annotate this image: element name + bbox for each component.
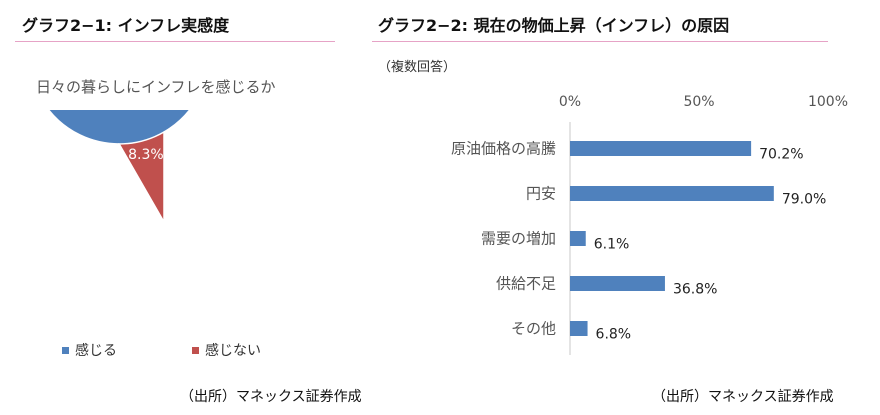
bar xyxy=(570,321,588,336)
bar-value-label: 70.2% xyxy=(759,147,803,163)
category-label: 需要の増加 xyxy=(481,230,556,248)
legend-swatch-no xyxy=(192,346,199,354)
pie-legend-item-yes: 感じる xyxy=(62,340,117,360)
pie-slice-label: 8.3% xyxy=(128,147,164,163)
bar xyxy=(570,276,665,291)
pie-panel-title: グラフ2−1: インフレ実感度 xyxy=(22,16,230,35)
bar-value-label: 6.8% xyxy=(596,327,632,343)
category-label: その他 xyxy=(511,320,556,338)
bar-value-label: 6.1% xyxy=(594,237,630,253)
legend-label-no: 感じない xyxy=(205,343,261,359)
pie-chart-title: 日々の暮らしにインフレを感じるか xyxy=(36,78,276,96)
bar-title-underline xyxy=(372,41,828,42)
pie-chart: 91.7% 8.3% xyxy=(47,110,253,292)
bar-panel-title: グラフ2−2: 現在の物価上昇（インフレ）の原因 xyxy=(378,16,730,35)
pie-slice-label: 91.7% xyxy=(208,276,252,292)
pie-legend-item-no: 感じない xyxy=(192,340,261,360)
category-label: 原油価格の高騰 xyxy=(451,140,556,158)
legend-swatch-yes xyxy=(62,346,69,354)
pie-source-note: （出所）マネックス証券作成 xyxy=(180,389,362,405)
multiple-answers-note: （複数回答） xyxy=(378,60,457,75)
pie-slice xyxy=(47,110,191,225)
x-tick-label: 0% xyxy=(559,94,581,110)
pie-title-underline xyxy=(15,41,335,42)
bar xyxy=(570,141,752,156)
bar-value-label: 79.0% xyxy=(782,192,826,208)
bar xyxy=(570,186,774,201)
bar-source-note: （出所）マネックス証券作成 xyxy=(652,389,834,405)
category-label: 円安 xyxy=(526,185,556,203)
category-label: 供給不足 xyxy=(496,275,556,293)
pie-slice xyxy=(117,130,165,225)
bar xyxy=(570,231,586,246)
legend-label-yes: 感じる xyxy=(75,343,117,359)
x-tick-label: 100% xyxy=(808,94,848,110)
x-tick-label: 50% xyxy=(683,94,714,110)
bar-chart: 0% 50% 100% 原油価格の高騰 70.2% 円安 79.0% 需要の増加 6.1% 供給不… xyxy=(451,94,848,355)
bar-value-label: 36.8% xyxy=(673,282,717,298)
